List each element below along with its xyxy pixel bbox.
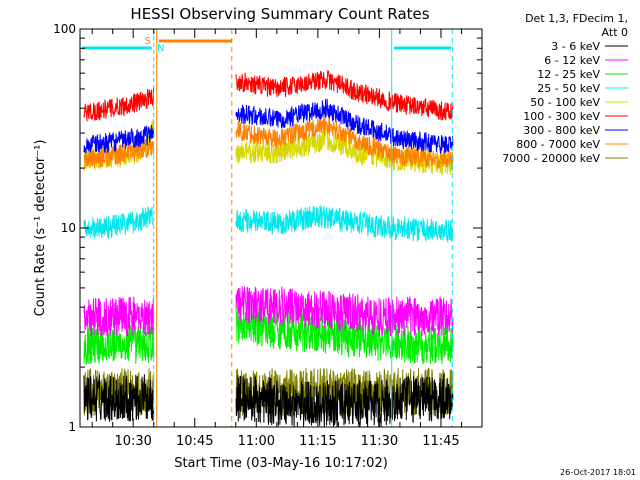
x-tick-label-3: 11:15	[299, 434, 336, 449]
series-line-7	[83, 115, 454, 170]
y-axis: 1 10 100	[53, 22, 482, 434]
legend-label-5: 100 - 300 keV	[523, 110, 600, 123]
y-tick-label-0: 1	[68, 420, 76, 434]
series-line-0	[83, 372, 454, 428]
x-tick-label-0: 10:30	[114, 434, 151, 449]
x-axis-label: Start Time (03-May-16 10:17:02)	[174, 456, 388, 471]
footer-timestamp: 26-Oct-2017 18:01	[560, 468, 636, 477]
legend-label-8: 7000 - 20000 keV	[502, 152, 600, 165]
series-line-1	[83, 286, 454, 337]
legend-label-6: 300 - 800 keV	[523, 124, 600, 137]
y-axis-label: Count Rate (s⁻¹ detector⁻¹)	[33, 140, 48, 317]
legend-label-4: 50 - 100 keV	[530, 96, 600, 109]
plot-area: SN	[82, 29, 454, 428]
marker-label-s: S	[145, 36, 151, 47]
x-tick-label-4: 11:30	[361, 434, 398, 449]
series-line-2	[83, 306, 454, 365]
legend-label-2: 12 - 25 keV	[537, 68, 600, 81]
series-line-3	[83, 204, 454, 243]
legend-label-0: 3 - 6 keV	[551, 40, 600, 53]
marker-label-n: N	[157, 43, 164, 54]
legend-header-line-2: Att 0	[602, 26, 628, 39]
x-axis: 10:30 10:45 11:00 11:15 11:30 11:45	[91, 29, 483, 449]
series-line-5	[83, 69, 454, 122]
legend-label-3: 25 - 50 keV	[537, 82, 600, 95]
x-tick-label-5: 11:45	[422, 434, 459, 449]
x-tick-label-2: 11:00	[238, 434, 275, 449]
series-line-6	[83, 98, 454, 155]
x-tick-label-1: 10:45	[176, 434, 213, 449]
legend-label-1: 6 - 12 keV	[544, 54, 600, 67]
y-tick-label-2: 100	[53, 22, 76, 36]
chart-title: HESSI Observing Summary Count Rates	[130, 5, 429, 23]
y-tick-label-1: 10	[61, 221, 76, 235]
legend-label-7: 800 - 7000 keV	[516, 138, 600, 151]
legend-header-line-1: Det 1,3, FDecim 1,	[525, 12, 628, 25]
